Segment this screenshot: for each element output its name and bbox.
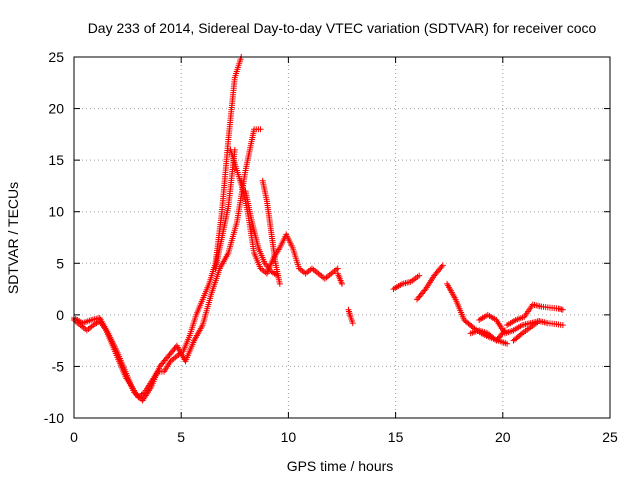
data-point [132, 390, 139, 397]
data-point [468, 323, 475, 330]
plot-frame [73, 56, 611, 419]
y-tick-label: 20 [48, 101, 64, 117]
y-tick-label: -5 [52, 358, 65, 374]
data-point [136, 394, 143, 401]
y-axis-label: SDTVAR / TECUs [5, 182, 21, 294]
series-track-e [259, 177, 283, 287]
data-point [517, 331, 524, 338]
data-point [257, 126, 264, 133]
grid [74, 57, 610, 418]
series-track-a [71, 54, 245, 401]
series-track-k [414, 262, 446, 303]
series-track-g [227, 146, 247, 195]
data-point [131, 389, 138, 396]
series-track-n [476, 311, 566, 337]
data-point [240, 188, 247, 195]
data-point [416, 272, 423, 279]
series-track-d [242, 188, 281, 279]
data-point [339, 280, 345, 287]
axis-ticks: 0 5 10 15 20 25 -10 -5 0 5 10 15 20 25 [44, 49, 618, 445]
y-tick-label: 15 [48, 152, 64, 168]
x-tick-label: 15 [388, 429, 404, 445]
data-point [133, 391, 140, 398]
data-point [504, 340, 511, 347]
series-track-p [510, 318, 543, 344]
data-point [135, 393, 142, 400]
x-axis-label: GPS time / hours [287, 458, 394, 474]
series-track-i [345, 306, 356, 327]
data-point [439, 262, 446, 269]
y-tick-label: 5 [56, 255, 64, 271]
data-point [276, 280, 283, 287]
x-tick-label: 25 [602, 429, 618, 445]
data-point [349, 320, 356, 327]
series-track-j [390, 272, 423, 293]
x-tick-label: 5 [177, 429, 185, 445]
y-tick-label: 10 [48, 204, 64, 220]
y-tick-label: -10 [44, 410, 64, 426]
series-track-o [504, 301, 566, 329]
y-tick-label: 0 [56, 307, 64, 323]
data-point [559, 322, 566, 329]
x-tick-label: 0 [70, 429, 78, 445]
data-point [334, 265, 341, 272]
chart-title: Day 233 of 2014, Sidereal Day-to-day VTE… [88, 20, 597, 36]
x-tick-label: 20 [495, 429, 511, 445]
data-point [559, 306, 566, 313]
series-track-h [334, 270, 345, 287]
series-track-f [212, 146, 238, 272]
data-point [438, 263, 445, 270]
data-point [536, 318, 543, 325]
y-tick-label: 25 [48, 49, 64, 65]
data-point [421, 287, 428, 294]
series-track-b [71, 126, 264, 404]
data-marks [71, 54, 566, 404]
x-tick-label: 10 [281, 429, 297, 445]
